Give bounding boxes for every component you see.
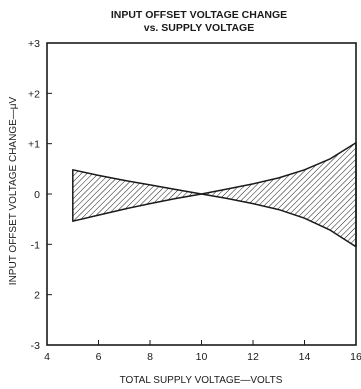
x-tick-label: 14 [299,351,311,363]
x-axis-label: TOTAL SUPPLY VOLTAGE—VOLTS [120,375,283,386]
y-tick-label: 2 [34,290,40,302]
y-tick-label: +2 [28,88,40,100]
offset-band [72,141,357,248]
y-axis-label: INPUT OFFSET VOLTAGE CHANGE—μV [8,96,19,285]
x-tick-label: 12 [247,351,259,363]
chart-subtitle: vs. SUPPLY VOLTAGE [144,22,254,34]
x-tick-label: 4 [44,351,50,363]
x-tick-label: 8 [147,351,153,363]
y-tick-label: +1 [28,139,40,151]
y-tick-label: +3 [28,38,40,50]
plot-area: 4 6 8 10 12 14 16 +3 +2 +1 0 -1 2 -3 [28,38,361,363]
chart-title: INPUT OFFSET VOLTAGE CHANGE [111,9,287,21]
x-tick-label: 6 [96,351,102,363]
x-tick-label: 16 [350,351,361,363]
x-tick-label: 10 [196,351,208,363]
y-tick-label: 0 [34,189,40,201]
y-tick-label: -3 [31,340,40,352]
y-tick-label: -1 [31,239,40,251]
